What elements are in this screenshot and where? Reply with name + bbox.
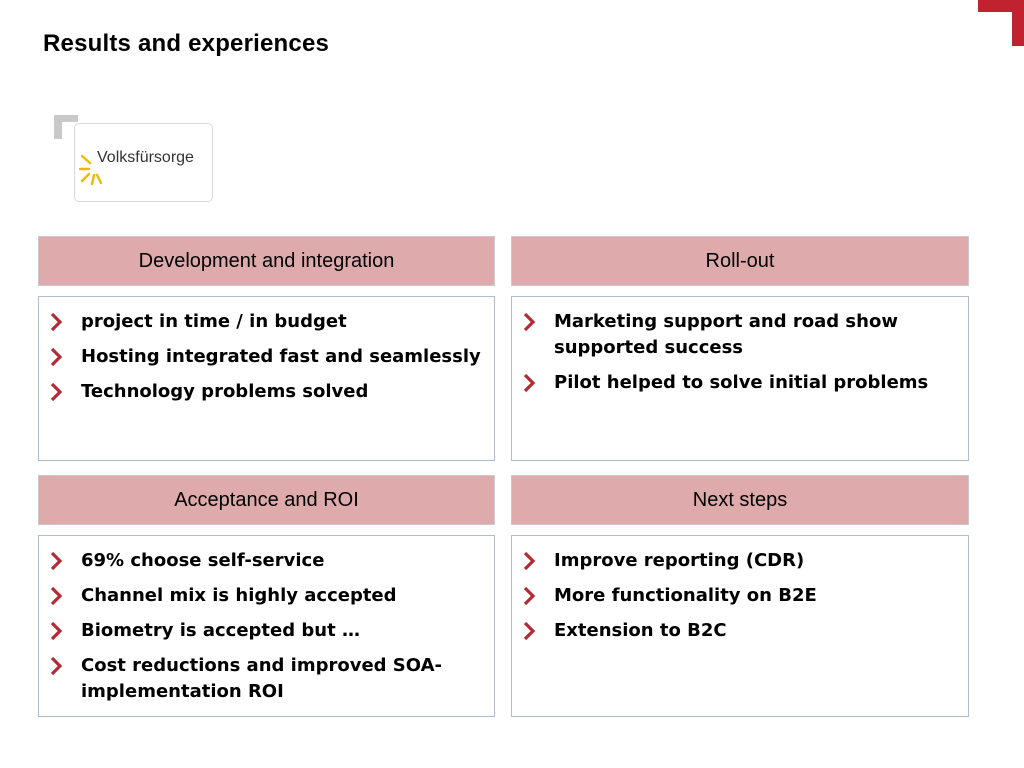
list-item: Hosting integrated fast and seamlessly [47,344,484,370]
bullet-list: 69% choose self-service Channel mix is h… [47,548,484,705]
list-item-text: Technology problems solved [81,381,369,402]
chevron-right-icon [523,373,536,393]
chevron-right-icon [50,621,63,641]
chevron-right-icon [50,586,63,606]
company-logo: Volksfürsorge [74,123,213,202]
panel-body-rollout: Marketing support and road show supporte… [511,296,969,461]
panel-header-rollout: Roll-out [511,236,969,286]
list-item: Improve reporting (CDR) [520,548,958,574]
bullet-list: Marketing support and road show supporte… [520,309,958,396]
list-item-text: Biometry is accepted but … [81,620,360,641]
list-item: Technology problems solved [47,379,484,405]
panel-header-next-steps: Next steps [511,475,969,525]
list-item-text: project in time / in budget [81,311,347,332]
sun-rays-icon [79,154,103,186]
logo-bracket-decoration [54,115,78,139]
panel-body-acceptance: 69% choose self-service Channel mix is h… [38,535,495,717]
list-item-text: Pilot helped to solve initial problems [554,372,929,393]
chevron-right-icon [523,551,536,571]
panel-body-development: project in time / in budget Hosting inte… [38,296,495,461]
corner-bracket-decoration [978,0,1024,46]
list-item: 69% choose self-service [47,548,484,574]
panel-header-acceptance: Acceptance and ROI [38,475,495,525]
list-item-text: Marketing support and road show supporte… [554,311,898,358]
chevron-right-icon [50,551,63,571]
chevron-right-icon [50,312,63,332]
bullet-list: project in time / in budget Hosting inte… [47,309,484,405]
panel-title: Roll-out [705,249,775,272]
list-item-text: Improve reporting (CDR) [554,550,805,571]
panel-header-development: Development and integration [38,236,495,286]
chevron-right-icon [50,382,63,402]
chevron-right-icon [523,621,536,641]
list-item: Channel mix is highly accepted [47,583,484,609]
panel-title: Development and integration [138,249,395,272]
list-item: Biometry is accepted but … [47,618,484,644]
page-title: Results and experiences [43,30,330,57]
list-item: Extension to B2C [520,618,958,644]
list-item: project in time / in budget [47,309,484,335]
list-item-text: Hosting integrated fast and seamlessly [81,346,481,367]
panel-title: Next steps [692,488,788,511]
panel-title: Acceptance and ROI [174,488,359,511]
bullet-list: Improve reporting (CDR) More functionali… [520,548,958,644]
list-item: Marketing support and road show supporte… [520,309,958,361]
chevron-right-icon [523,586,536,606]
list-item: Cost reductions and improved SOA-impleme… [47,653,484,705]
list-item-text: Extension to B2C [554,620,727,641]
chevron-right-icon [50,347,63,367]
chevron-right-icon [50,656,63,676]
list-item-text: Channel mix is highly accepted [81,585,397,606]
list-item: Pilot helped to solve initial problems [520,370,958,396]
logo-text: Volksfürsorge [97,149,194,166]
list-item-text: More functionality on B2E [554,585,817,606]
panel-body-next-steps: Improve reporting (CDR) More functionali… [511,535,969,717]
chevron-right-icon [523,312,536,332]
list-item: More functionality on B2E [520,583,958,609]
list-item-text: 69% choose self-service [81,550,325,571]
list-item-text: Cost reductions and improved SOA-impleme… [81,655,442,702]
